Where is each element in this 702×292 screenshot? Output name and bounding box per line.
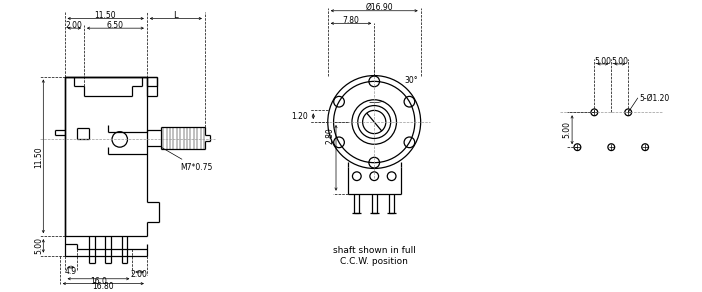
- Text: 2.80: 2.80: [326, 127, 335, 144]
- Text: 5.00: 5.00: [34, 237, 43, 254]
- Text: 4.9: 4.9: [65, 267, 77, 276]
- Text: 6.50: 6.50: [107, 21, 124, 30]
- Text: 2.00: 2.00: [131, 270, 147, 279]
- Text: 5.00: 5.00: [563, 121, 571, 138]
- Text: shaft shown in full: shaft shown in full: [333, 246, 416, 255]
- Text: 5-Ø1.20: 5-Ø1.20: [640, 93, 670, 102]
- Text: L: L: [173, 11, 178, 20]
- Text: 5.00: 5.00: [611, 57, 628, 66]
- Text: 11.50: 11.50: [95, 11, 116, 20]
- Text: 2.00: 2.00: [66, 21, 83, 30]
- Text: C.C.W. position: C.C.W. position: [340, 257, 408, 266]
- Text: 16.0: 16.0: [90, 277, 107, 286]
- Text: M7*0.75: M7*0.75: [162, 147, 213, 172]
- Text: 30°: 30°: [404, 76, 418, 85]
- Text: 1.20: 1.20: [291, 112, 308, 121]
- Text: Ø16.90: Ø16.90: [365, 2, 393, 11]
- Text: 7.80: 7.80: [343, 16, 359, 25]
- Text: 16.80: 16.80: [93, 282, 114, 291]
- Text: 5.00: 5.00: [595, 57, 611, 66]
- Text: 11.50: 11.50: [34, 146, 43, 168]
